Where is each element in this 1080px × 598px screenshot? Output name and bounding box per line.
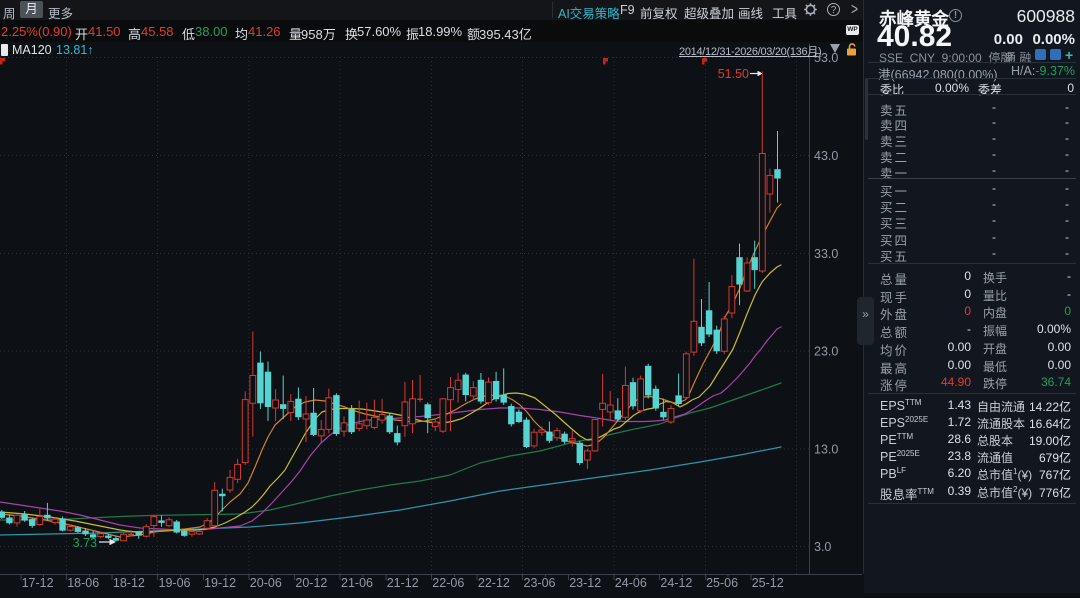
svg-text:24-06: 24-06: [615, 576, 647, 590]
svg-text:23-12: 23-12: [569, 576, 601, 590]
svg-text:18-06: 18-06: [67, 576, 99, 590]
svg-text:33.0: 33.0: [814, 247, 838, 261]
svg-text:43.0: 43.0: [814, 149, 838, 163]
svg-text:51.50: 51.50: [718, 67, 749, 81]
svg-text:23.0: 23.0: [814, 345, 838, 359]
svg-text:24-12: 24-12: [660, 576, 692, 590]
svg-text:19-06: 19-06: [159, 576, 191, 590]
svg-text:22-12: 22-12: [478, 576, 510, 590]
svg-text:23-06: 23-06: [524, 576, 556, 590]
svg-text:20-06: 20-06: [250, 576, 282, 590]
svg-text:22-06: 22-06: [432, 576, 464, 590]
svg-text:19-12: 19-12: [204, 576, 236, 590]
svg-text:25-06: 25-06: [706, 576, 738, 590]
svg-text:25-12: 25-12: [752, 576, 784, 590]
svg-text:3.0: 3.0: [814, 540, 831, 554]
svg-text:21-12: 21-12: [387, 576, 419, 590]
svg-text:18-12: 18-12: [113, 576, 145, 590]
svg-text:17-12: 17-12: [22, 576, 54, 590]
svg-text:3.73: 3.73: [73, 536, 97, 550]
svg-text:20-12: 20-12: [295, 576, 327, 590]
svg-text:21-06: 21-06: [341, 576, 373, 590]
svg-text:13.0: 13.0: [814, 442, 838, 456]
svg-text:53.0: 53.0: [814, 51, 838, 65]
